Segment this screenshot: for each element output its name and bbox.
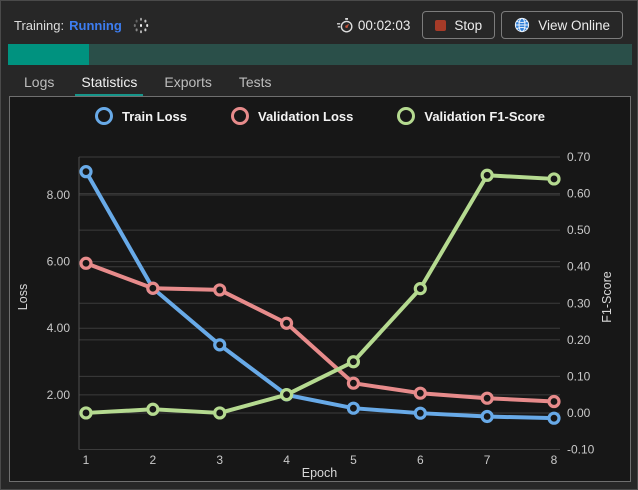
tab-exports[interactable]: Exports (164, 74, 212, 90)
training-title-label: Training: (14, 17, 65, 33)
svg-text:6.00: 6.00 (47, 255, 71, 269)
svg-text:F1-Score: F1-Score (600, 271, 614, 322)
svg-text:5: 5 (350, 453, 357, 467)
globe-icon (515, 17, 530, 33)
svg-text:Loss: Loss (16, 284, 30, 310)
svg-text:8: 8 (551, 453, 558, 467)
training-progress-fill (8, 44, 90, 65)
svg-text:Epoch: Epoch (302, 466, 337, 480)
chart-legend: Train Loss Validation Loss Validation F1… (10, 107, 630, 125)
svg-text:0.60: 0.60 (567, 187, 591, 201)
svg-text:8.00: 8.00 (47, 188, 71, 202)
stop-button[interactable]: Stop (422, 11, 496, 39)
timer-value: 00:02:03 (357, 17, 411, 33)
svg-text:-0.10: -0.10 (567, 443, 595, 457)
legend-item-validation-loss[interactable]: Validation Loss (231, 107, 353, 125)
stop-icon (435, 19, 447, 31)
svg-text:0.30: 0.30 (567, 296, 591, 310)
svg-text:6: 6 (417, 453, 424, 467)
svg-text:0.00: 0.00 (567, 406, 591, 420)
svg-text:0.70: 0.70 (567, 150, 591, 164)
elapsed-timer: 00:02:03 (336, 17, 411, 34)
legend-label: Validation Loss (258, 108, 354, 124)
validation-f1-marker-icon (397, 107, 416, 125)
svg-text:0.20: 0.20 (567, 333, 591, 347)
svg-text:3: 3 (216, 453, 223, 467)
view-online-button[interactable]: View Online (501, 11, 623, 39)
header-actions: 00:02:03 Stop View Online (336, 11, 623, 39)
view-online-label: View Online (538, 17, 610, 33)
stopwatch-icon (336, 17, 353, 33)
header-bar: Training: Running 00:02:03 Stop (1, 1, 637, 43)
tab-bar: Logs Statistics Exports Tests (18, 70, 278, 97)
svg-text:0.40: 0.40 (567, 260, 591, 274)
svg-text:0.10: 0.10 (567, 369, 591, 383)
tab-logs[interactable]: Logs (24, 74, 55, 90)
tab-tests[interactable]: Tests (238, 74, 272, 90)
legend-item-train-loss[interactable]: Train Loss (94, 107, 187, 125)
training-status: Running (69, 17, 122, 33)
svg-text:1: 1 (83, 453, 90, 467)
spinner-icon (132, 16, 150, 34)
stop-button-label: Stop (454, 17, 483, 33)
svg-text:4.00: 4.00 (47, 321, 71, 335)
line-chart: 2.00 4.00 6.00 8.00 -0.10 0.00 0.10 0.20 0.30 0.4… (16, 150, 614, 480)
legend-item-validation-f1[interactable]: Validation F1-Score (397, 107, 545, 125)
validation-loss-marker-icon (231, 107, 249, 125)
training-progress-bar (8, 44, 632, 65)
svg-text:4: 4 (283, 453, 290, 467)
svg-text:2: 2 (150, 453, 157, 467)
chart-panel: Train Loss Validation Loss Validation F1… (9, 96, 631, 482)
legend-label: Validation F1-Score (424, 108, 546, 124)
svg-text:2.00: 2.00 (47, 388, 71, 402)
svg-text:7: 7 (484, 453, 491, 467)
train-loss-marker-icon (94, 107, 113, 125)
svg-text:0.50: 0.50 (567, 223, 591, 237)
tab-statistics[interactable]: Statistics (75, 70, 144, 97)
legend-label: Train Loss (121, 108, 187, 124)
